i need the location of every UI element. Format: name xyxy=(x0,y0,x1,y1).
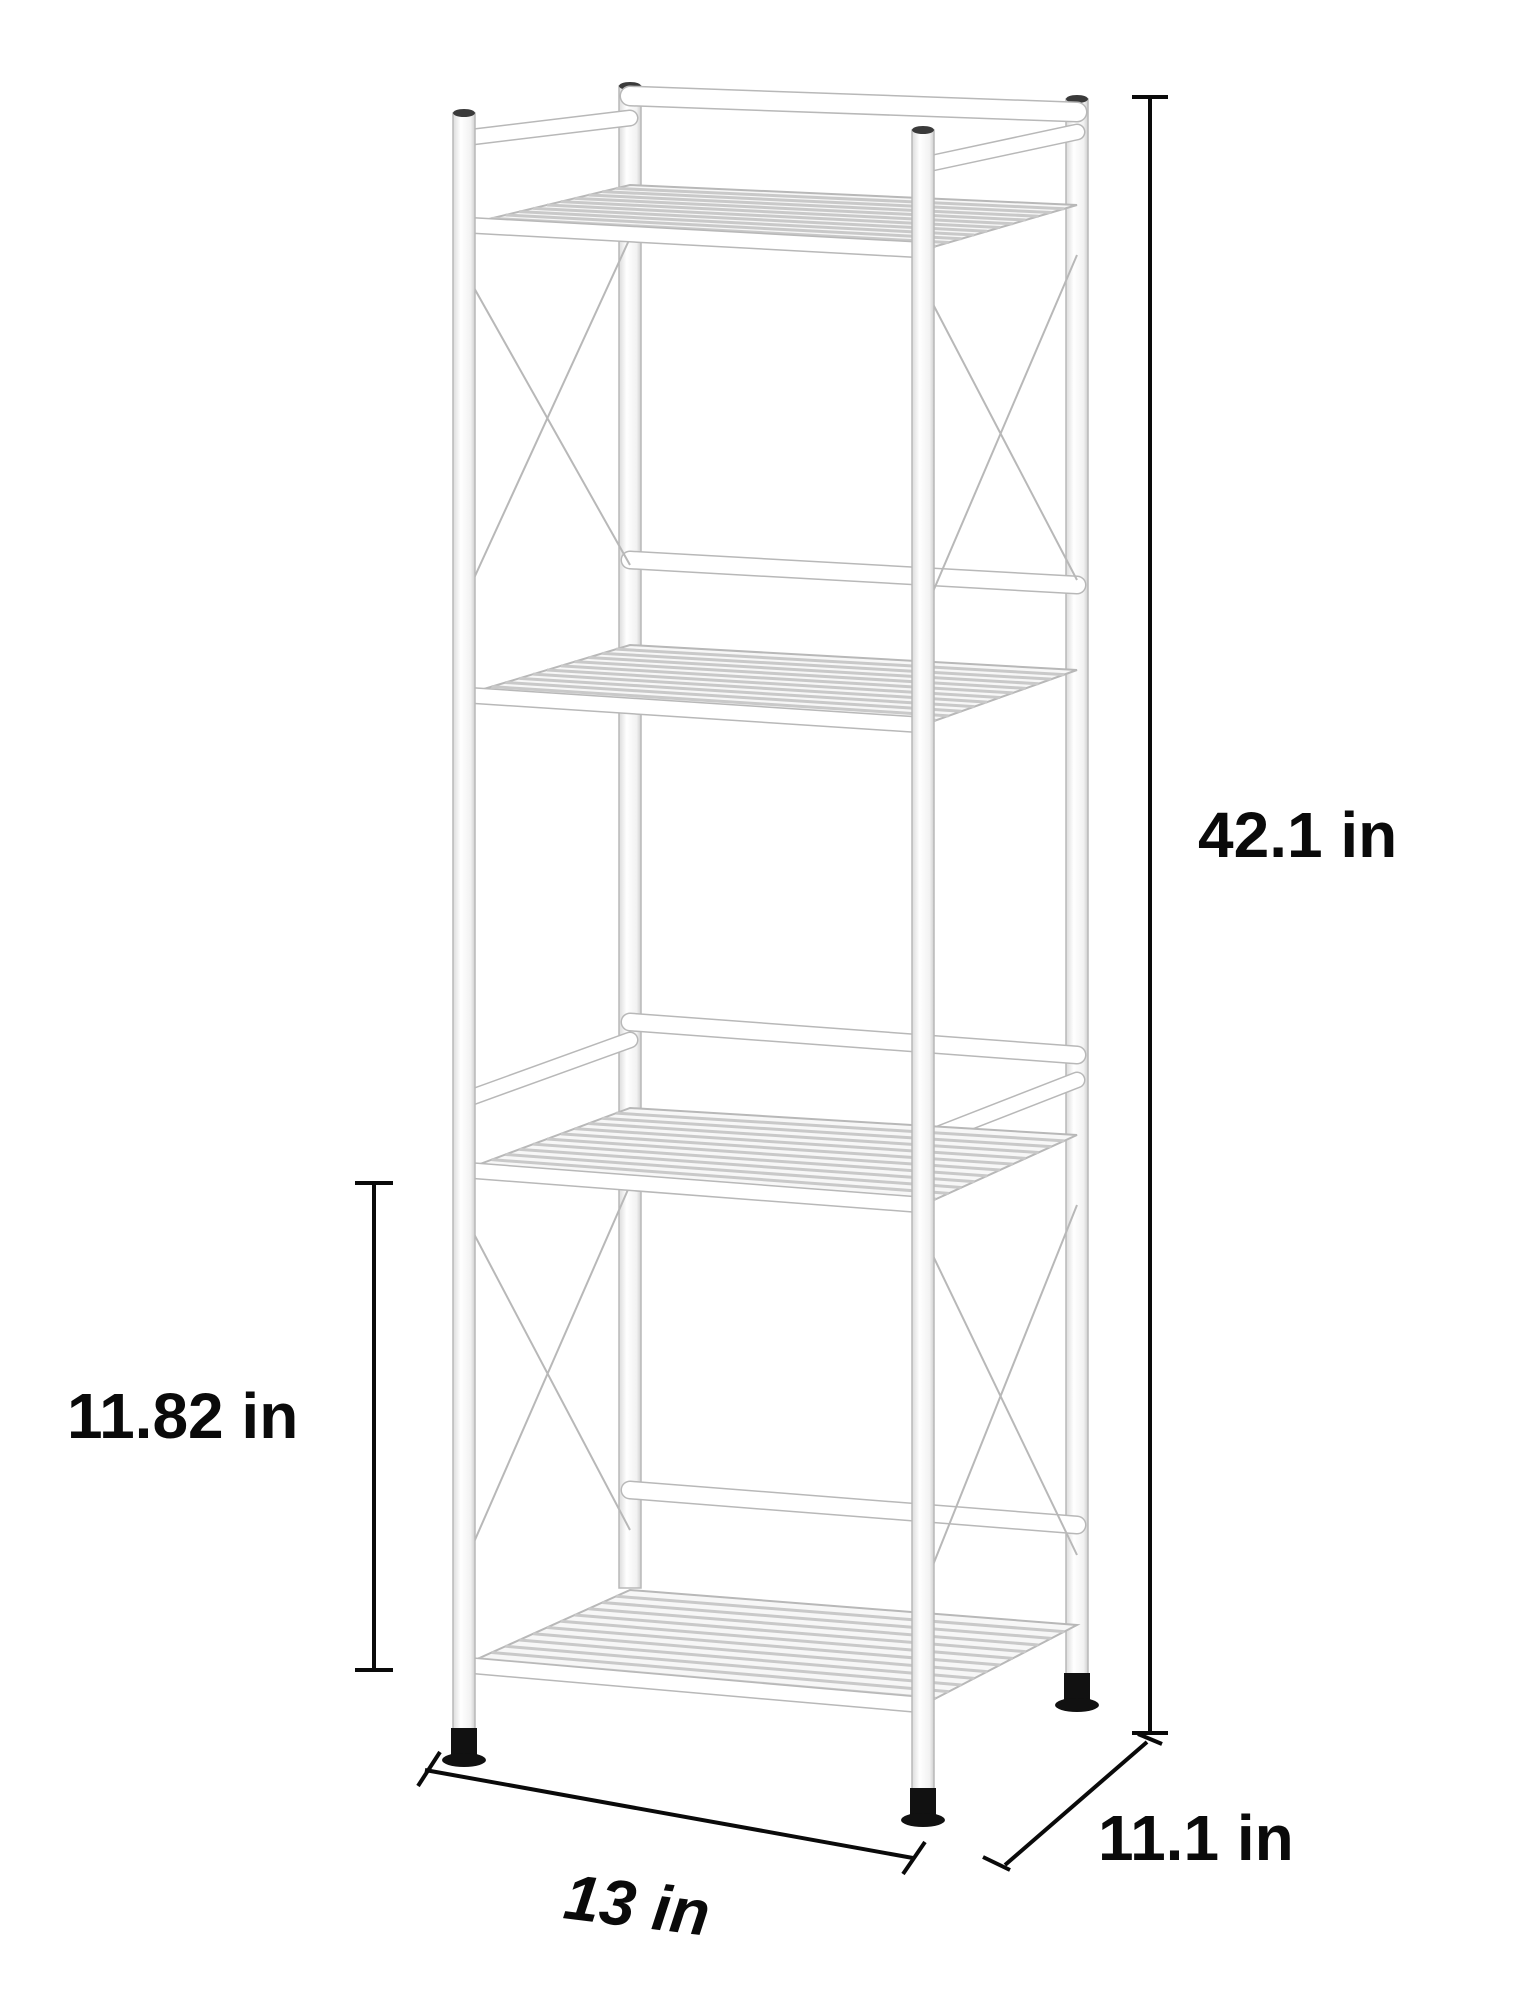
shelf-slat xyxy=(574,196,1026,222)
width-label: 13 in xyxy=(560,1860,714,1949)
shelf-slat xyxy=(560,1619,1013,1660)
dimension-shelf-gap: 11.82 in xyxy=(67,1181,393,1672)
shelf-slat xyxy=(519,1147,975,1184)
shelf-slat xyxy=(574,1127,1026,1160)
dimension-width: 13 in xyxy=(416,1750,927,1950)
shelf-4 xyxy=(455,1588,1081,1714)
shelf-slat xyxy=(519,210,975,237)
shelf-slat xyxy=(505,213,962,241)
top-right-rail xyxy=(916,125,1084,172)
shelf-slat xyxy=(560,200,1013,226)
shelf-1 xyxy=(455,183,1078,259)
shelf-slat xyxy=(616,647,1065,677)
shelf-slat xyxy=(616,186,1065,211)
top-left-rail xyxy=(457,111,637,145)
shelf-slat xyxy=(491,685,949,718)
xbrace-left-lower-a xyxy=(463,1214,631,1531)
shelf-slat xyxy=(588,656,1039,686)
shelf-2 xyxy=(455,643,1078,734)
depth-line xyxy=(1003,1740,1149,1867)
shelf-slat xyxy=(519,1638,975,1680)
dimension-height: 42.1 in xyxy=(1132,95,1397,1735)
post-left-front-cap xyxy=(453,109,475,117)
foot-base xyxy=(442,1753,486,1767)
top-back-rail xyxy=(621,87,1086,121)
shelf-front-rail xyxy=(457,218,930,257)
shelf-slat xyxy=(560,664,1013,695)
shelf-slat xyxy=(602,1116,1052,1149)
front-posts xyxy=(452,109,935,1799)
post-right-front-cap xyxy=(912,126,934,134)
shelf-slat xyxy=(505,1153,962,1189)
xbrace-right-upper-b xyxy=(922,254,1078,616)
width-tick-left xyxy=(416,1750,442,1788)
back-rail-4 xyxy=(622,1482,1085,1533)
back-rail-2 xyxy=(622,552,1085,593)
shelf-slat xyxy=(574,1613,1026,1654)
shelf-slat xyxy=(560,1132,1013,1166)
shelf-slat xyxy=(602,651,1052,681)
shelf-slat xyxy=(616,1111,1065,1143)
xbrace-left-upper-b xyxy=(463,237,631,601)
side-rails xyxy=(455,85,1088,1535)
shelf-slat xyxy=(588,1607,1039,1647)
shelf-slat xyxy=(588,193,1039,218)
shelf-slat xyxy=(519,676,975,709)
depth-label: 11.1 in xyxy=(1098,1802,1294,1874)
back-posts xyxy=(618,82,1089,1684)
shelf-slat xyxy=(602,1601,1052,1640)
depth-tick-top xyxy=(1137,1732,1163,1746)
foot-3 xyxy=(1055,1673,1099,1712)
shelf-slat xyxy=(616,1594,1065,1634)
shelf-front-rail xyxy=(457,688,930,732)
post-left-back xyxy=(618,85,642,1589)
shelf-slat xyxy=(491,1158,949,1195)
feet xyxy=(442,1673,1099,1827)
height-label: 42.1 in xyxy=(1198,799,1397,871)
shelf-front-rail xyxy=(457,1163,930,1212)
foot-base xyxy=(1055,1698,1099,1712)
shelves xyxy=(455,183,1081,1714)
shelf-slat xyxy=(588,1122,1039,1154)
width-tick-right xyxy=(901,1840,927,1876)
shelf-slat xyxy=(574,660,1026,690)
depth-tick-bottom xyxy=(982,1855,1011,1872)
shelf-unit xyxy=(442,82,1099,1827)
shelf-gap-label: 11.82 in xyxy=(67,1380,298,1452)
width-line xyxy=(424,1768,914,1860)
guard-rail-left xyxy=(457,1033,637,1107)
post-right-front xyxy=(911,129,935,1799)
cross-braces xyxy=(463,237,1078,1591)
shelf-slat xyxy=(505,681,962,713)
shelf-slat xyxy=(491,1651,949,1694)
back-rail-3 xyxy=(622,1014,1085,1063)
xbrace-right-lower-b xyxy=(922,1204,1078,1591)
post-left-front xyxy=(452,112,476,1739)
post-right-back xyxy=(1065,98,1089,1684)
shelf-slat xyxy=(602,190,1052,214)
dimension-depth: 11.1 in xyxy=(982,1732,1294,1874)
post-right-back-cap xyxy=(1066,95,1088,103)
foot-1 xyxy=(442,1728,486,1767)
shelf-slat xyxy=(505,1644,962,1687)
foot-base xyxy=(901,1813,945,1827)
foot-2 xyxy=(901,1788,945,1827)
shelf-front-rail xyxy=(457,1658,930,1712)
xbrace-left-lower-b xyxy=(463,1184,631,1566)
